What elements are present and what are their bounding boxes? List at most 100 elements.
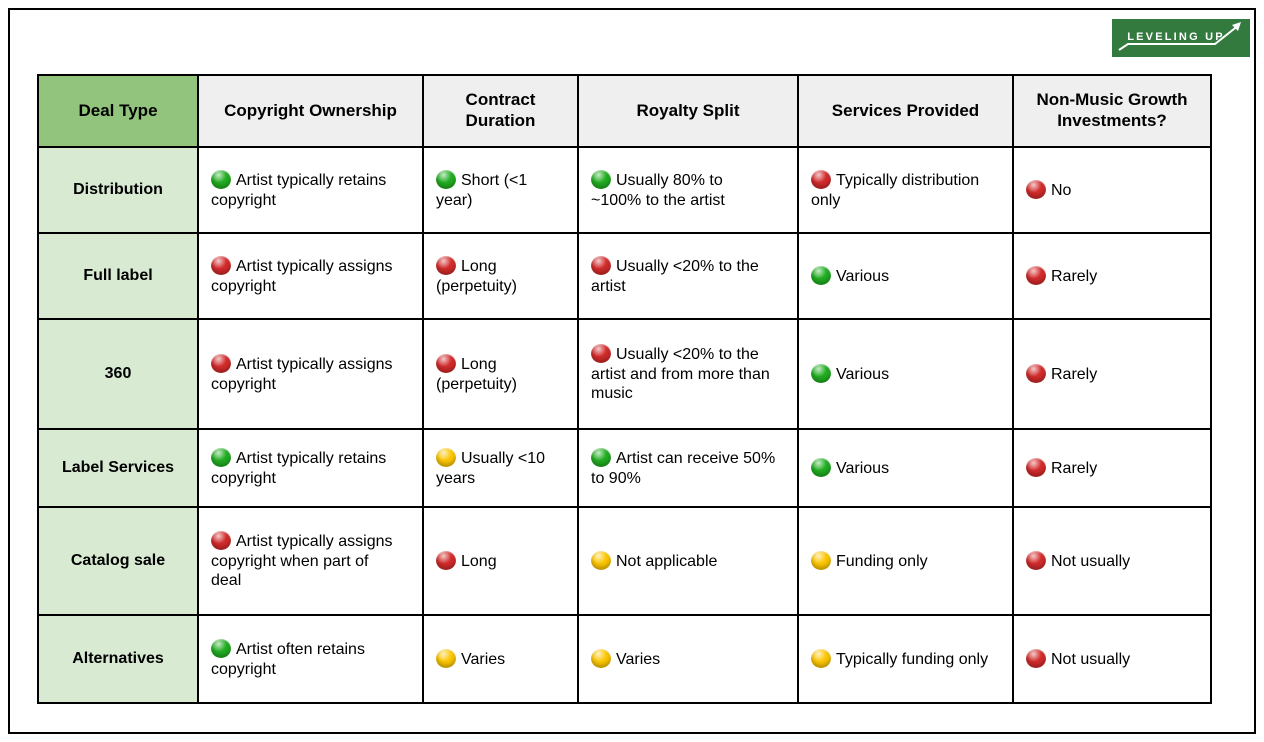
deal-type-label: Label Services bbox=[37, 428, 199, 508]
cell-text: Long (perpetuity) bbox=[436, 355, 517, 393]
table-cell: Usually 80% to ~100% to the artist bbox=[577, 146, 799, 234]
table-cell: Various bbox=[797, 232, 1014, 320]
deal-type-label: Distribution bbox=[37, 146, 199, 234]
yellow-circle-status-icon bbox=[811, 648, 831, 668]
green-circle-status-icon bbox=[211, 447, 231, 467]
yellow-circle-status-icon bbox=[436, 447, 456, 467]
cell-text: Artist typically retains copyright bbox=[211, 171, 387, 209]
red-circle-status-icon bbox=[436, 255, 456, 275]
yellow-circle-status-icon bbox=[436, 648, 456, 668]
cell-text: No bbox=[1051, 181, 1072, 199]
cell-text: Long bbox=[461, 552, 497, 570]
red-circle-status-icon bbox=[1026, 179, 1046, 199]
cell-text: Long (perpetuity) bbox=[436, 257, 517, 295]
yellow-circle-status-icon bbox=[811, 550, 831, 570]
table-cell: Usually <20% to the artist bbox=[577, 232, 799, 320]
cell-text: Not usually bbox=[1051, 650, 1131, 668]
cell-text: Typically funding only bbox=[836, 650, 989, 668]
logo-text: LEVELING UP bbox=[1127, 31, 1225, 43]
cell-text: Artist typically assigns copyright bbox=[211, 257, 393, 295]
red-circle-status-icon bbox=[1026, 457, 1046, 477]
red-circle-status-icon bbox=[591, 255, 611, 275]
table-cell: Long bbox=[422, 506, 579, 616]
table-cell: Rarely bbox=[1012, 318, 1212, 430]
table-row: Distribution Artist typically retains cop… bbox=[37, 146, 1212, 234]
green-circle-status-icon bbox=[811, 363, 831, 383]
cell-text: Various bbox=[836, 267, 890, 285]
yellow-circle-status-icon bbox=[591, 550, 611, 570]
red-circle-status-icon bbox=[1026, 363, 1046, 383]
yellow-circle-status-icon bbox=[591, 648, 611, 668]
column-header-royalty-split: Royalty Split bbox=[577, 74, 799, 148]
growth-arrow-icon bbox=[1118, 24, 1240, 51]
cell-text: Rarely bbox=[1051, 365, 1098, 383]
deal-type-label: Catalog sale bbox=[37, 506, 199, 616]
table-cell: Typically distribution only bbox=[797, 146, 1014, 234]
cell-text: Varies bbox=[461, 650, 506, 668]
table-cell: Rarely bbox=[1012, 428, 1212, 508]
table-cell: Artist typically retains copyright bbox=[197, 146, 424, 234]
red-circle-status-icon bbox=[1026, 550, 1046, 570]
cell-text: Usually <10 years bbox=[436, 449, 546, 487]
table-cell: Usually <20% to the artist and from more… bbox=[577, 318, 799, 430]
table-header: Deal Type Copyright Ownership Contract D… bbox=[37, 74, 1212, 148]
cell-text: Artist typically retains copyright bbox=[211, 449, 387, 487]
table-cell: Artist typically assigns copyright bbox=[197, 318, 424, 430]
table-cell: Usually <10 years bbox=[422, 428, 579, 508]
table-row: Alternatives Artist often retains copyrig… bbox=[37, 614, 1212, 704]
cell-text: Usually <20% to the artist and from more… bbox=[591, 346, 770, 403]
table-cell: Artist typically assigns copyright bbox=[197, 232, 424, 320]
cell-text: Varies bbox=[616, 650, 661, 668]
column-header-services-provided: Services Provided bbox=[797, 74, 1014, 148]
table-cell: Various bbox=[797, 318, 1014, 430]
green-circle-status-icon bbox=[211, 169, 231, 189]
table-cell: Artist typically assigns copyright when … bbox=[197, 506, 424, 616]
table-cell: Short (<1 year) bbox=[422, 146, 579, 234]
cell-text: Artist often retains copyright bbox=[211, 640, 365, 678]
red-circle-status-icon bbox=[211, 353, 231, 373]
deal-type-label: Alternatives bbox=[37, 614, 199, 704]
cell-text: Not usually bbox=[1051, 552, 1131, 570]
header-row: Deal Type Copyright Ownership Contract D… bbox=[37, 74, 1212, 148]
cell-text: Artist typically assigns copyright when … bbox=[211, 533, 393, 590]
leveling-up-logo-graphic: LEVELING UP bbox=[1112, 19, 1250, 57]
growth-arrow-head-icon bbox=[1232, 22, 1241, 31]
red-circle-status-icon bbox=[211, 255, 231, 275]
logo-background bbox=[1112, 19, 1250, 57]
table-row: Full label Artist typically assigns copyr… bbox=[37, 232, 1212, 320]
cell-text: Rarely bbox=[1051, 267, 1098, 285]
red-circle-status-icon bbox=[1026, 648, 1046, 668]
cell-text: Typically distribution only bbox=[811, 171, 980, 209]
leveling-up-logo: LEVELING UP bbox=[1112, 19, 1250, 57]
red-circle-status-icon bbox=[591, 344, 611, 364]
green-circle-status-icon bbox=[811, 265, 831, 285]
table-cell: Long (perpetuity) bbox=[422, 318, 579, 430]
deal-type-label: Full label bbox=[37, 232, 199, 320]
red-circle-status-icon bbox=[436, 550, 456, 570]
cell-text: Rarely bbox=[1051, 459, 1098, 477]
green-circle-status-icon bbox=[591, 447, 611, 467]
column-header-copyright-ownership: Copyright Ownership bbox=[197, 74, 424, 148]
table-cell: Varies bbox=[422, 614, 579, 704]
table-cell: Artist typically retains copyright bbox=[197, 428, 424, 508]
cell-text: Usually 80% to ~100% to the artist bbox=[591, 171, 725, 209]
green-circle-status-icon bbox=[211, 638, 231, 658]
table-cell: Artist often retains copyright bbox=[197, 614, 424, 704]
green-circle-status-icon bbox=[436, 169, 456, 189]
table-row: 360 Artist typically assigns copyright Lon… bbox=[37, 318, 1212, 430]
table-row: Catalog sale Artist typically assigns cop… bbox=[37, 506, 1212, 616]
cell-text: Various bbox=[836, 459, 890, 477]
cell-text: Various bbox=[836, 365, 890, 383]
table-cell: No bbox=[1012, 146, 1212, 234]
table-row: Label Services Artist typically retains c… bbox=[37, 428, 1212, 508]
table-cell: Not usually bbox=[1012, 506, 1212, 616]
cell-text: Usually <20% to the artist bbox=[591, 257, 759, 295]
deal-comparison-table: Deal Type Copyright Ownership Contract D… bbox=[37, 74, 1212, 704]
green-circle-status-icon bbox=[591, 169, 611, 189]
red-circle-status-icon bbox=[811, 169, 831, 189]
red-circle-status-icon bbox=[436, 353, 456, 373]
cell-text: Not applicable bbox=[616, 552, 718, 570]
green-circle-status-icon bbox=[811, 457, 831, 477]
column-header-contract-duration: Contract Duration bbox=[422, 74, 579, 148]
